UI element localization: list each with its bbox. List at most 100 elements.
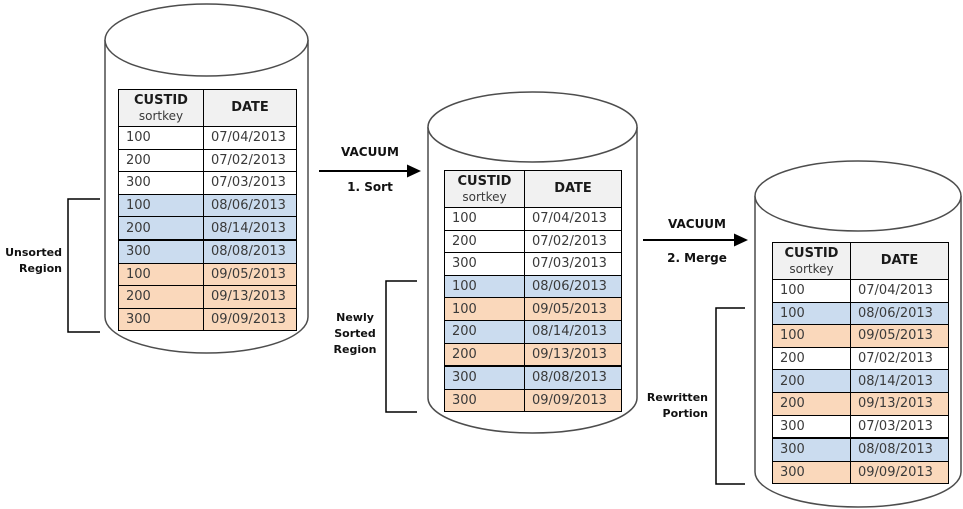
date-cell: 09/09/2013: [524, 388, 622, 413]
vacuum-sort-step: 1. Sort: [347, 180, 393, 194]
date-cell: 07/03/2013: [850, 414, 949, 439]
table-row: 300 07/03/2013: [444, 252, 622, 276]
merged-table: CUSTID sortkey DATE 100 07/04/2013 100 08/0…: [772, 242, 949, 485]
unsorted-region-label: Unsorted Region: [5, 246, 62, 275]
custid-cell: 300: [118, 238, 204, 264]
custid-cell: 300: [444, 252, 525, 276]
custid-cell: 200: [444, 342, 525, 367]
table-header-row: CUSTID sortkey DATE: [444, 170, 622, 208]
custid-cell: 300: [118, 171, 204, 195]
custid-cell: 200: [444, 319, 525, 344]
table-row: 300 09/09/2013: [118, 307, 297, 332]
custid-cell: 200: [772, 391, 851, 416]
newly-sorted-region-bracket: [385, 280, 417, 413]
newly-sorted-region-label: Newly Sorted Region: [333, 311, 377, 356]
custid-cell: 100: [118, 126, 204, 150]
custid-cell: 100: [118, 193, 204, 218]
table-row: 200 09/13/2013: [444, 342, 622, 367]
table-row: 100 09/05/2013: [118, 262, 297, 287]
custid-column-header: CUSTID sortkey: [772, 242, 851, 280]
custid-cell: 200: [118, 285, 204, 309]
table-row: 100 08/06/2013: [772, 301, 949, 326]
table-header-row: CUSTID sortkey DATE: [118, 89, 297, 127]
table-header-row: CUSTID sortkey DATE: [772, 242, 949, 280]
date-cell: 08/08/2013: [850, 437, 949, 462]
date-cell: 08/14/2013: [203, 216, 297, 241]
custid-cell: 100: [444, 207, 525, 231]
date-cell: 07/03/2013: [524, 252, 622, 276]
custid-cell: 100: [772, 279, 851, 303]
table-row: 100 08/06/2013: [444, 274, 622, 299]
custid-cell: 300: [444, 365, 525, 390]
table-row: 300 07/03/2013: [118, 171, 297, 195]
custid-column-header: CUSTID sortkey: [444, 170, 525, 208]
table-row: 200 07/02/2013: [772, 346, 949, 371]
date-column-header: DATE: [524, 170, 622, 208]
custid-cell: 300: [118, 307, 204, 332]
table-row: 300 07/03/2013: [772, 414, 949, 439]
custid-cell: 200: [118, 216, 204, 241]
date-cell: 08/14/2013: [850, 369, 949, 393]
unsorted-table: CUSTID sortkey DATE 100 07/04/2013 200 07/0…: [118, 89, 297, 332]
date-cell: 07/04/2013: [850, 279, 949, 303]
date-cell: 09/05/2013: [203, 262, 297, 287]
date-cell: 07/02/2013: [524, 229, 622, 254]
custid-cell: 300: [772, 414, 851, 439]
table-row: 300 09/09/2013: [444, 388, 622, 413]
custid-cell: 200: [772, 346, 851, 371]
date-cell: 08/14/2013: [524, 319, 622, 344]
table-row: 100 07/04/2013: [772, 279, 949, 303]
date-cell: 09/13/2013: [524, 342, 622, 367]
table-row: 300 08/08/2013: [444, 365, 622, 390]
custid-cell: 200: [772, 369, 851, 393]
date-cell: 08/08/2013: [524, 365, 622, 390]
table-row: 100 07/04/2013: [444, 207, 622, 231]
custid-column-header: CUSTID sortkey: [118, 89, 204, 127]
date-cell: 07/02/2013: [850, 346, 949, 371]
custid-cell: 300: [444, 388, 525, 413]
newly-sorted-table: CUSTID sortkey DATE 100 07/04/2013 200 07/0…: [444, 170, 622, 413]
date-cell: 07/04/2013: [203, 126, 297, 150]
custid-cell: 100: [444, 297, 525, 321]
table-row: 300 08/08/2013: [772, 437, 949, 462]
vacuum-merge-title: VACUUM: [668, 217, 726, 231]
date-cell: 09/05/2013: [850, 324, 949, 348]
date-cell: 08/06/2013: [524, 274, 622, 299]
table-row: 200 09/13/2013: [118, 285, 297, 309]
vacuum-merge-step: 2. Merge: [667, 251, 727, 265]
unsorted-region-bracket: [67, 198, 100, 333]
table-row: 300 09/09/2013: [772, 460, 949, 485]
date-cell: 09/13/2013: [850, 391, 949, 416]
custid-cell: 100: [444, 274, 525, 299]
custid-cell: 200: [118, 148, 204, 173]
date-cell: 09/09/2013: [203, 307, 297, 332]
table-row: 200 08/14/2013: [772, 369, 949, 393]
vacuum-sort-arrow-icon: [319, 164, 421, 178]
custid-cell: 300: [772, 437, 851, 462]
date-cell: 09/05/2013: [524, 297, 622, 321]
vacuum-merge-arrow-icon: [643, 233, 748, 247]
date-cell: 07/04/2013: [524, 207, 622, 231]
table-row: 100 07/04/2013: [118, 126, 297, 150]
table-row: 200 09/13/2013: [772, 391, 949, 416]
rewritten-portion-label: Rewritten Portion: [646, 391, 708, 420]
date-cell: 09/09/2013: [850, 460, 949, 485]
table-row: 200 08/14/2013: [444, 319, 622, 344]
rewritten-portion-bracket: [715, 307, 745, 485]
date-cell: 08/06/2013: [850, 301, 949, 326]
table-row: 100 08/06/2013: [118, 193, 297, 218]
date-cell: 09/13/2013: [203, 285, 297, 309]
custid-cell: 300: [772, 460, 851, 485]
table-row: 300 08/08/2013: [118, 238, 297, 264]
date-column-header: DATE: [850, 242, 949, 280]
custid-cell: 100: [772, 301, 851, 326]
table-row: 200 08/14/2013: [118, 216, 297, 241]
date-cell: 07/03/2013: [203, 171, 297, 195]
custid-cell: 100: [772, 324, 851, 348]
custid-cell: 200: [444, 229, 525, 254]
table-row: 200 07/02/2013: [444, 229, 622, 254]
table-row: 100 09/05/2013: [772, 324, 949, 348]
table-row: 200 07/02/2013: [118, 148, 297, 173]
table-row: 100 09/05/2013: [444, 297, 622, 321]
